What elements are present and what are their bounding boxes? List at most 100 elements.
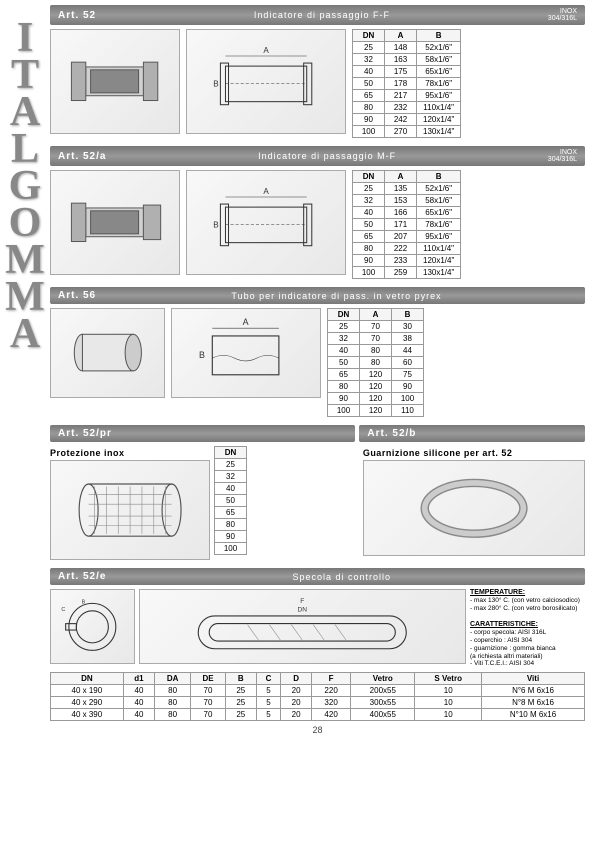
svg-text:A: A bbox=[263, 46, 269, 55]
svg-text:B: B bbox=[213, 80, 218, 89]
art56-drawing: A B bbox=[171, 308, 321, 398]
protezione-title: Protezione inox bbox=[50, 448, 125, 458]
art56-body: A B DNAB25703032703840804450806065120758… bbox=[50, 308, 585, 417]
table-row: 50 bbox=[215, 495, 247, 507]
art52a-table: DNAB2513552x1/6"3215358x1/6"4016665x1/6"… bbox=[352, 170, 461, 279]
table-header: DA bbox=[155, 673, 191, 685]
table-row: 90242120x1/4" bbox=[353, 114, 461, 126]
table-header: DN bbox=[353, 171, 385, 183]
tech-drawing-icon: A B bbox=[195, 35, 337, 128]
table-row: 6521795x1/6" bbox=[353, 90, 461, 102]
table-row: 5017878x1/6" bbox=[353, 78, 461, 90]
dual-body-row: Protezione inox DN bbox=[50, 446, 585, 560]
table-row: 3216358x1/6" bbox=[353, 54, 461, 66]
art52a-material: INOX304/316L bbox=[548, 149, 577, 163]
table-row: 5017178x1/6" bbox=[353, 219, 461, 231]
table-header: DN bbox=[215, 447, 247, 459]
table-header: C bbox=[256, 673, 281, 685]
art52e-desc: Specola di controllo bbox=[106, 572, 577, 582]
art52e-header: Art. 52/e Specola di controllo bbox=[50, 568, 585, 585]
table-header: DE bbox=[191, 673, 226, 685]
svg-text:B: B bbox=[199, 351, 205, 361]
table-row: 2514852x1/6" bbox=[353, 42, 461, 54]
art52e-notes: TEMPERATURE: - max 130° C. (con vetro ca… bbox=[470, 589, 585, 668]
art52-material: INOX304/316L bbox=[548, 8, 577, 22]
svg-text:A: A bbox=[263, 187, 269, 196]
table-row: 40 x 39040807025520420400x5510N°10 M 6x1… bbox=[51, 709, 585, 721]
table-row: 40 bbox=[215, 483, 247, 495]
art56-header: Art. 56 Tubo per indicatore di pass. in … bbox=[50, 287, 585, 304]
table-header: A bbox=[360, 309, 392, 321]
art52-drawing: A B bbox=[186, 29, 346, 134]
table-row: 100270130x1/4" bbox=[353, 126, 461, 138]
table-row: 25 bbox=[215, 459, 247, 471]
dual-header-row: Art. 52/pr Art. 52/b bbox=[50, 425, 585, 446]
art52e-code: Art. 52/e bbox=[58, 571, 106, 582]
art52pr-photo bbox=[50, 460, 210, 560]
table-row: 6512075 bbox=[328, 369, 424, 381]
table-row: 6520795x1/6" bbox=[353, 231, 461, 243]
table-header: Viti bbox=[482, 673, 585, 685]
svg-text:B: B bbox=[82, 599, 86, 605]
table-header: d1 bbox=[123, 673, 155, 685]
table-header: DN bbox=[328, 309, 360, 321]
table-row: 3215358x1/6" bbox=[353, 195, 461, 207]
table-row: 4016665x1/6" bbox=[353, 207, 461, 219]
mesh-icon bbox=[59, 466, 201, 554]
tech-drawing-icon: A B bbox=[195, 176, 337, 269]
table-header: DN bbox=[51, 673, 124, 685]
art52b-code: Art. 52/b bbox=[367, 428, 416, 439]
art52b-header: Art. 52/b bbox=[359, 425, 585, 442]
table-row: 40 x 29040807025520320300x5510N°8 M 6x16 bbox=[51, 697, 585, 709]
art52-desc: Indicatore di passaggio F-F bbox=[96, 10, 548, 20]
table-row: 100 bbox=[215, 543, 247, 555]
svg-text:A: A bbox=[243, 317, 249, 327]
table-row: 408044 bbox=[328, 345, 424, 357]
catalog-page: ITALGOMMA Art. 52 Indicatore di passaggi… bbox=[0, 0, 595, 842]
table-row: 80222110x1/4" bbox=[353, 243, 461, 255]
table-row: 8012090 bbox=[328, 381, 424, 393]
table-row: 65 bbox=[215, 507, 247, 519]
page-number: 28 bbox=[50, 725, 585, 735]
art52-code: Art. 52 bbox=[58, 10, 96, 21]
table-row: 40 x 19040807025520220200x5510N°6 M 6x16 bbox=[51, 685, 585, 697]
art52-photo bbox=[50, 29, 180, 134]
table-header: B bbox=[225, 673, 256, 685]
art56-code: Art. 56 bbox=[58, 290, 96, 301]
table-header: A bbox=[385, 30, 417, 42]
art52-table: DNAB2514852x1/6"3216358x1/6"4017565x1/6"… bbox=[352, 29, 461, 138]
table-row: 32 bbox=[215, 471, 247, 483]
table-row: 90 bbox=[215, 531, 247, 543]
art52pr-table: DN25324050658090100 bbox=[214, 446, 247, 555]
table-header: B bbox=[392, 309, 424, 321]
table-row: 80 bbox=[215, 519, 247, 531]
art52a-drawing: A B bbox=[186, 170, 346, 275]
table-header: D bbox=[281, 673, 312, 685]
art52-body: A B DNAB2514852x1/6"3216358x1/6"4017565x… bbox=[50, 29, 585, 138]
gasket-icon bbox=[375, 466, 573, 551]
art52a-desc: Indicatore di passaggio M-F bbox=[106, 151, 547, 161]
table-row: 90233120x1/4" bbox=[353, 255, 461, 267]
table-row: 327038 bbox=[328, 333, 424, 345]
table-row: 100259130x1/4" bbox=[353, 267, 461, 279]
brand-sidebar: ITALGOMMA bbox=[5, 20, 45, 353]
svg-text:DN: DN bbox=[298, 606, 308, 613]
art52pr-code: Art. 52/pr bbox=[58, 428, 112, 439]
fitting-icon bbox=[57, 176, 172, 269]
art52e-drawing-side: C B bbox=[50, 589, 135, 664]
fitting-icon bbox=[57, 35, 172, 128]
table-header: A bbox=[385, 171, 417, 183]
svg-text:B: B bbox=[213, 221, 218, 230]
guarnizione-title: Guarnizione silicone per art. 52 bbox=[363, 448, 585, 458]
art52pr-header: Art. 52/pr bbox=[50, 425, 355, 442]
art52a-header: Art. 52/a Indicatore di passaggio M-F IN… bbox=[50, 146, 585, 166]
art52e-body: C B F DN TEMPERATURE: bbox=[50, 589, 585, 721]
table-header: B bbox=[417, 171, 461, 183]
table-header: S Vetro bbox=[415, 673, 482, 685]
art56-photo bbox=[50, 308, 165, 398]
sight-side-icon: C B bbox=[55, 594, 130, 660]
svg-text:C: C bbox=[62, 606, 66, 612]
art52a-code: Art. 52/a bbox=[58, 151, 106, 162]
table-row: 90120100 bbox=[328, 393, 424, 405]
brand-letter: A bbox=[5, 316, 45, 353]
